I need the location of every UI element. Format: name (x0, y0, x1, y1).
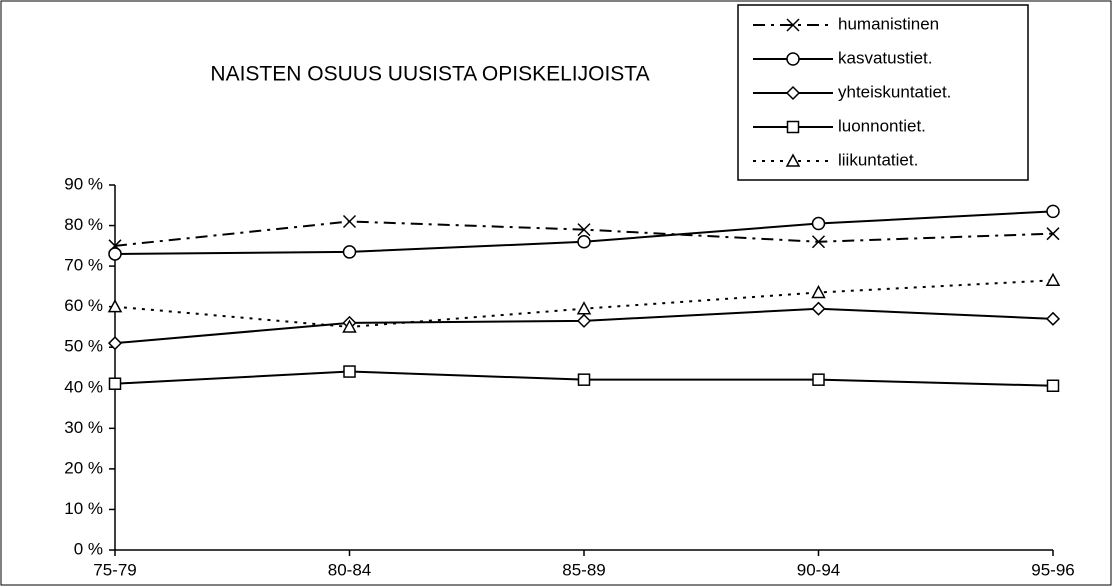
legend-label: liikuntatiet. (838, 150, 918, 169)
data-point (811, 216, 826, 231)
x-tick-label: 80-84 (328, 560, 371, 579)
data-point (1046, 227, 1060, 241)
data-point (1046, 204, 1060, 219)
legend-marker (785, 153, 801, 167)
data-point (576, 313, 592, 328)
data-point (577, 223, 591, 237)
data-point (811, 235, 826, 249)
data-point (812, 373, 825, 386)
y-tick-label: 80 % (64, 215, 103, 234)
chart-title: NAISTEN OSUUS UUSISTA OPISKELIJOISTA (210, 63, 649, 86)
data-point (342, 245, 357, 259)
data-point (577, 235, 591, 249)
data-point (343, 365, 356, 378)
legend-marker (786, 120, 800, 134)
data-point (1046, 379, 1060, 392)
legend-marker (785, 85, 801, 101)
y-tick-label: 50 % (64, 337, 103, 356)
legend-marker (786, 18, 800, 32)
legend-label: kasvatustiet. (838, 48, 933, 67)
x-tick-label: 85-89 (562, 560, 605, 579)
data-point (1045, 272, 1061, 287)
data-point (577, 373, 591, 386)
data-point (811, 284, 826, 299)
y-tick-label: 10 % (64, 499, 103, 518)
data-point (107, 336, 123, 351)
data-point (108, 377, 122, 390)
y-tick-label: 20 % (64, 458, 103, 477)
y-tick-label: 40 % (64, 377, 103, 396)
y-tick-label: 60 % (64, 296, 103, 315)
data-point (576, 301, 592, 315)
x-tick-label: 75-79 (93, 560, 136, 579)
data-point (811, 301, 826, 316)
y-tick-label: 30 % (64, 418, 103, 437)
legend-label: yhteiskuntatiet. (838, 82, 951, 101)
data-point (1045, 311, 1061, 326)
data-point (107, 299, 123, 313)
legend-label: luonnontiet. (838, 116, 926, 135)
data-point (342, 319, 357, 333)
x-tick-label: 95-96 (1031, 560, 1074, 579)
data-point (108, 247, 122, 261)
legend-marker (786, 52, 800, 66)
x-tick-label: 90-94 (797, 560, 840, 579)
y-tick-label: 70 % (64, 256, 103, 275)
data-point (342, 214, 357, 229)
y-tick-label: 0 % (74, 539, 103, 558)
y-tick-label: 90 % (64, 174, 103, 193)
legend-label: humanistinen (838, 14, 939, 33)
